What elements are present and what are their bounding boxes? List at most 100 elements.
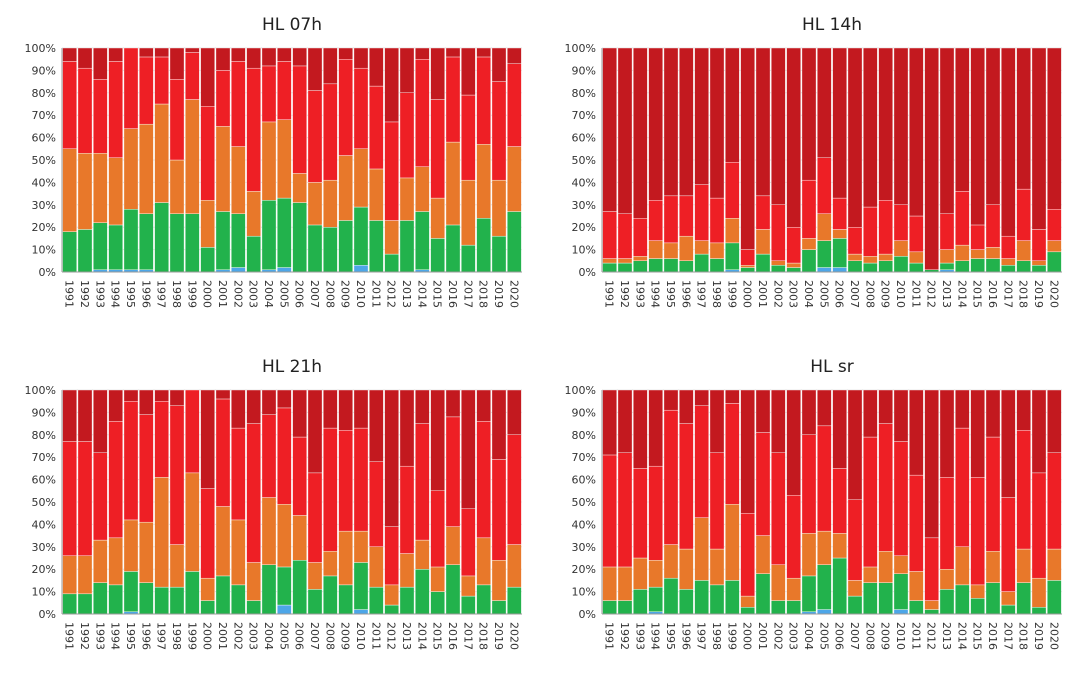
bar-red-2014 bbox=[955, 191, 970, 246]
bar-red-1993 bbox=[93, 79, 108, 154]
bar-orange-1993 bbox=[93, 153, 108, 223]
bar-red-2018 bbox=[476, 421, 491, 539]
bar-green-2001 bbox=[755, 573, 771, 615]
bar-green-1995 bbox=[123, 571, 139, 612]
bar-darkred-2010 bbox=[353, 389, 369, 429]
bar-red-2007 bbox=[307, 472, 323, 563]
bar-red-2008 bbox=[863, 436, 878, 568]
x-tick-label: 2004 bbox=[802, 280, 815, 308]
bar-orange-1995 bbox=[663, 242, 679, 259]
bar-green-2005 bbox=[817, 240, 832, 268]
bar-orange-2010 bbox=[893, 555, 909, 574]
bar-darkred-2015 bbox=[430, 47, 445, 100]
bar-green-2001 bbox=[215, 211, 231, 270]
x-tick-label: 1995 bbox=[124, 280, 137, 308]
x-tick-label: 2014 bbox=[415, 622, 428, 650]
bar-orange-1992 bbox=[617, 566, 633, 601]
bar-orange-2005 bbox=[277, 504, 292, 568]
bar-darkred-2018 bbox=[476, 389, 491, 422]
x-tick-label: 1991 bbox=[603, 622, 616, 650]
x-tick-label: 2006 bbox=[293, 280, 306, 308]
bar-darkred-1998 bbox=[709, 47, 725, 199]
bar-darkred-2013 bbox=[939, 47, 955, 214]
bar-green-2009 bbox=[338, 584, 353, 615]
x-tick-label: 1995 bbox=[664, 622, 677, 650]
bar-darkred-1991 bbox=[602, 47, 617, 212]
bar-darkred-2014 bbox=[415, 47, 430, 60]
bar-green-2004 bbox=[261, 564, 277, 615]
bar-green-1993 bbox=[633, 260, 648, 273]
bar-red-2016 bbox=[985, 204, 1001, 248]
x-tick-label: 2016 bbox=[446, 622, 459, 650]
bar-green-1991 bbox=[602, 262, 617, 273]
bar-orange-2008 bbox=[323, 551, 338, 577]
bar-darkred-2013 bbox=[399, 47, 415, 93]
bar-green-1997 bbox=[154, 202, 169, 273]
x-tick-label: 1999 bbox=[725, 622, 738, 650]
x-tick-label: 2018 bbox=[477, 622, 490, 650]
bar-orange-2011 bbox=[369, 168, 384, 221]
bar-darkred-1992 bbox=[77, 389, 93, 442]
bar-green-1998 bbox=[709, 258, 725, 273]
chart-panel-hl-sr: HL sr 0% 10% 20% 30% 40% 50% 60% 70% 80% 90% 100% 19… bbox=[540, 342, 1070, 672]
bar-green-1995 bbox=[123, 209, 139, 270]
x-tick-label: 2011 bbox=[909, 280, 922, 308]
bar-red-2014 bbox=[415, 59, 430, 167]
y-tick-label: 0% bbox=[579, 608, 596, 621]
x-tick-label: 2012 bbox=[385, 622, 398, 650]
bar-red-2015 bbox=[970, 477, 985, 586]
bar-darkred-1997 bbox=[154, 389, 169, 402]
bar-orange-2020 bbox=[1047, 548, 1062, 581]
bar-red-1995 bbox=[663, 195, 679, 244]
bar-orange-2005 bbox=[277, 119, 292, 199]
bar-darkred-2006 bbox=[832, 389, 847, 469]
bar-red-2016 bbox=[445, 416, 461, 527]
bar-darkred-1996 bbox=[139, 389, 154, 415]
x-tick-label: 2019 bbox=[1032, 622, 1045, 650]
bar-green-1998 bbox=[169, 213, 185, 273]
x-tick-label: 2020 bbox=[1047, 622, 1060, 650]
y-tick-label: 50% bbox=[32, 496, 56, 509]
bar-orange-2006 bbox=[292, 515, 307, 561]
bar-orange-2006 bbox=[832, 229, 847, 239]
bar-darkred-2017 bbox=[1001, 47, 1016, 237]
bar-green-2011 bbox=[909, 262, 924, 273]
bar-orange-2007 bbox=[847, 580, 863, 597]
bar-red-2005 bbox=[277, 407, 292, 505]
bar-red-2018 bbox=[1016, 430, 1031, 550]
bar-orange-1994 bbox=[108, 157, 123, 226]
bar-green-1999 bbox=[725, 580, 740, 615]
bar-orange-1996 bbox=[679, 235, 694, 262]
bar-green-1992 bbox=[77, 229, 93, 273]
bar-green-1998 bbox=[169, 586, 185, 615]
bar-green-2006 bbox=[832, 557, 847, 615]
bar-orange-2005 bbox=[817, 213, 832, 241]
bar-red-2010 bbox=[893, 204, 909, 241]
bar-orange-2018 bbox=[1016, 548, 1031, 583]
bar-green-2019 bbox=[491, 600, 507, 615]
y-tick-label: 0% bbox=[39, 266, 56, 279]
bar-darkred-2020 bbox=[1047, 389, 1062, 453]
bar-orange-2002 bbox=[771, 260, 786, 266]
bar-green-1995 bbox=[663, 258, 679, 273]
bar-orange-2017 bbox=[461, 179, 476, 246]
x-tick-label: 2017 bbox=[461, 622, 474, 650]
bar-darkred-2006 bbox=[292, 47, 307, 67]
bar-green-2002 bbox=[771, 265, 786, 273]
x-tick-label: 2007 bbox=[848, 622, 861, 650]
bar-orange-1993 bbox=[93, 539, 108, 583]
x-tick-label: 1998 bbox=[170, 280, 183, 308]
bar-red-2009 bbox=[338, 59, 353, 156]
y-tick-label: 80% bbox=[572, 429, 596, 442]
bar-green-2015 bbox=[430, 238, 445, 273]
bar-darkred-2010 bbox=[893, 389, 909, 442]
y-tick-label: 70% bbox=[572, 109, 596, 122]
bar-red-2005 bbox=[817, 425, 832, 532]
bar-orange-1999 bbox=[185, 99, 200, 214]
x-tick-label: 2019 bbox=[492, 622, 505, 650]
x-tick-label: 2001 bbox=[216, 280, 229, 308]
x-tick-label: 2016 bbox=[446, 280, 459, 308]
bar-red-1996 bbox=[139, 414, 154, 523]
bar-red-1994 bbox=[648, 200, 663, 241]
bar-green-2010 bbox=[893, 573, 909, 610]
